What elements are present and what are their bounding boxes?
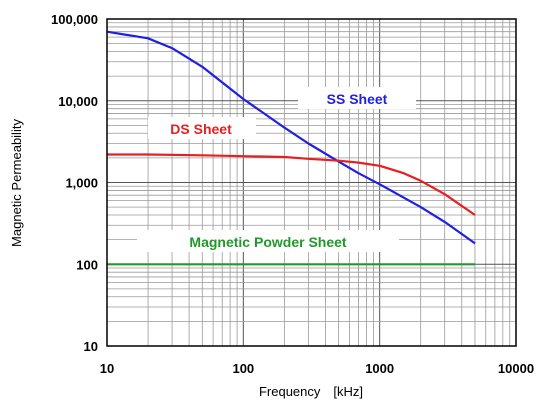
x-axis-label: Frequency [kHz] xyxy=(259,384,363,399)
series-line-ds-sheet xyxy=(107,153,476,216)
ss-sheet-label-bg xyxy=(298,87,416,109)
y-tick-label: 100,000 xyxy=(51,12,98,27)
series-label-ss-sheet: SS Sheet xyxy=(327,91,388,107)
series-line-ss-sheet xyxy=(106,30,476,245)
powder-sheet-label-bg xyxy=(137,230,399,252)
x-tick-label: 10 xyxy=(100,361,114,376)
y-tick-labels: 10 100 1,000 10,000 100,000 xyxy=(51,12,98,354)
plot-frame xyxy=(106,18,517,347)
x-tick-label: 10000 xyxy=(498,361,534,376)
y-tick-label: 10,000 xyxy=(58,94,98,109)
ds-sheet-label-bg xyxy=(148,117,256,139)
x-tick-labels: 10 100 1000 10000 xyxy=(100,361,534,376)
y-tick-label: 100 xyxy=(76,257,98,272)
series-label-magnetic-powder-sheet: Magnetic Powder Sheet xyxy=(189,234,346,250)
y-axis-label: Magnetic Permeability xyxy=(9,119,24,247)
x-tick-label: 1000 xyxy=(365,361,394,376)
x-tick-label: 100 xyxy=(232,361,254,376)
series-label-ds-sheet: DS Sheet xyxy=(170,121,232,137)
y-tick-label: 10 xyxy=(84,339,98,354)
y-tick-label: 1,000 xyxy=(65,176,98,191)
series-lines xyxy=(106,30,476,266)
